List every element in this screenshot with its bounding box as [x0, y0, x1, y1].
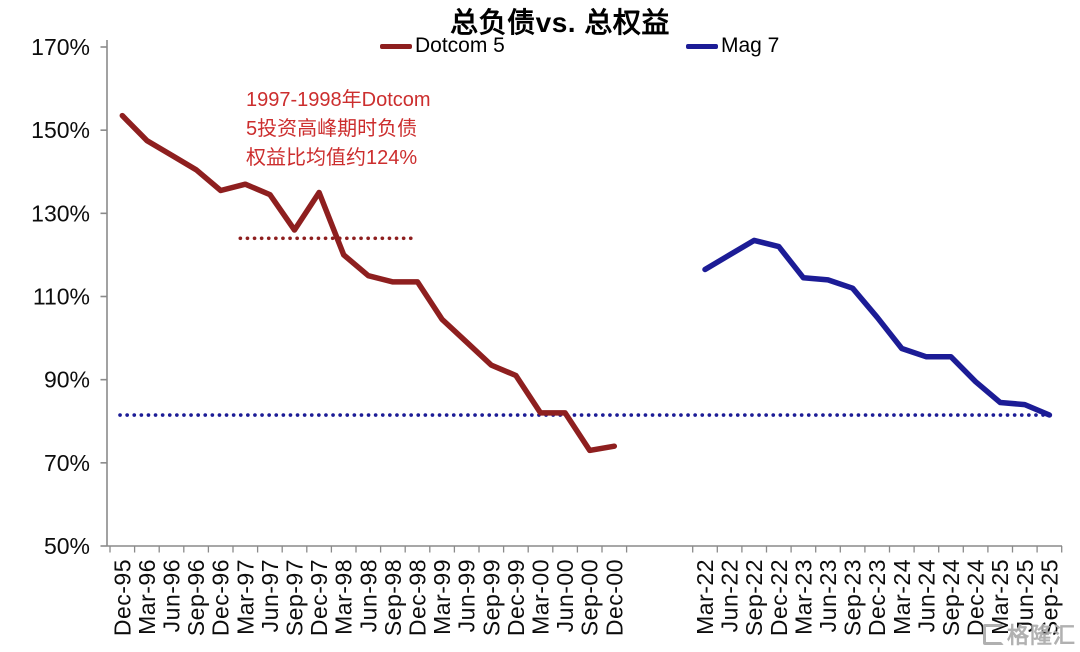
legend-label-mag-7: Mag 7: [721, 34, 780, 57]
x-axis-label: Mar-23: [790, 559, 816, 635]
x-axis-label: Dec-97: [306, 559, 332, 636]
x-axis-label: Sep-22: [741, 559, 767, 636]
annotation-line: 权益比均值约124%: [246, 147, 418, 169]
y-axis-label: 150%: [31, 117, 90, 143]
series-line-dotcom-5: [119, 112, 618, 454]
x-axis-label: Sep-25: [1036, 559, 1062, 636]
legend-item-mag-7: Mag 7: [686, 34, 779, 58]
y-axis-label: 90%: [44, 367, 90, 393]
legend-swatch-mag-7: [686, 43, 718, 49]
x-axis-label: Jun-96: [159, 559, 185, 632]
x-axis-label: Mar-25: [987, 559, 1013, 635]
x-axis-label: Sep-00: [577, 559, 603, 636]
y-axis-label: 170%: [31, 34, 90, 60]
legend-label-dotcom-5: Dotcom 5: [415, 34, 505, 57]
chart-title: 总负债vs. 总权益: [450, 7, 670, 38]
x-axis-label: Jun-98: [355, 559, 381, 632]
y-axis-label: 110%: [33, 284, 90, 310]
x-axis-label: Dec-24: [963, 559, 989, 636]
x-axis-label: Dec-22: [766, 559, 792, 636]
x-axis-label: Jun-00: [552, 559, 578, 632]
y-axis-label: 130%: [31, 200, 90, 226]
x-axis-label: Sep-99: [478, 559, 504, 636]
x-axis-label: Mar-00: [528, 559, 554, 635]
x-axis-label: Jun-23: [815, 559, 841, 632]
legend-swatch-dotcom-5: [380, 43, 412, 49]
annotation-dotcom-peak: 1997-1998年Dotcom 5投资高峰期时负债 权益比均值约124%: [246, 86, 431, 173]
x-axis-label: Sep-24: [938, 559, 964, 636]
watermark-text: 格隆汇: [1006, 623, 1076, 648]
series-line-mag-7: [702, 237, 1053, 418]
x-axis-label: Sep-96: [183, 559, 209, 636]
x-axis-label: Jun-25: [1012, 559, 1038, 632]
gelonghui-logo-icon: [982, 623, 1004, 645]
x-axis-label: Dec-99: [503, 559, 529, 636]
x-axis-label: Mar-99: [429, 559, 455, 635]
x-axis-label: Mar-24: [889, 559, 915, 635]
x-axis-label: Jun-99: [454, 559, 480, 632]
x-axis-label: Dec-00: [601, 559, 627, 636]
y-axis-label: 70%: [44, 450, 90, 476]
x-axis-label: Mar-22: [692, 559, 718, 635]
x-axis-label: Sep-23: [840, 559, 866, 636]
x-axis-label: Sep-97: [282, 559, 308, 636]
x-axis-label: Mar-96: [134, 559, 160, 635]
annotation-line: 1997-1998年Dotcom: [246, 89, 431, 111]
legend-item-dotcom-5: Dotcom 5: [380, 34, 505, 58]
x-axis-label: Jun-22: [717, 559, 743, 632]
x-axis-label: Jun-97: [257, 559, 283, 632]
x-axis-label: Jun-24: [913, 559, 939, 632]
y-axis-label: 50%: [44, 533, 90, 559]
x-axis-label: Mar-98: [331, 559, 357, 635]
watermark-gelonghui: 格隆汇: [982, 618, 1076, 650]
x-axis-label: Dec-96: [208, 559, 234, 636]
x-axis-label: Sep-98: [380, 559, 406, 636]
x-axis-label: Dec-98: [405, 559, 431, 636]
x-axis-label: Dec-95: [109, 559, 135, 636]
annotation-line: 5投资高峰期时负债: [246, 118, 418, 140]
x-axis-label: Dec-23: [864, 559, 890, 636]
x-axis-label: Mar-97: [232, 559, 258, 635]
